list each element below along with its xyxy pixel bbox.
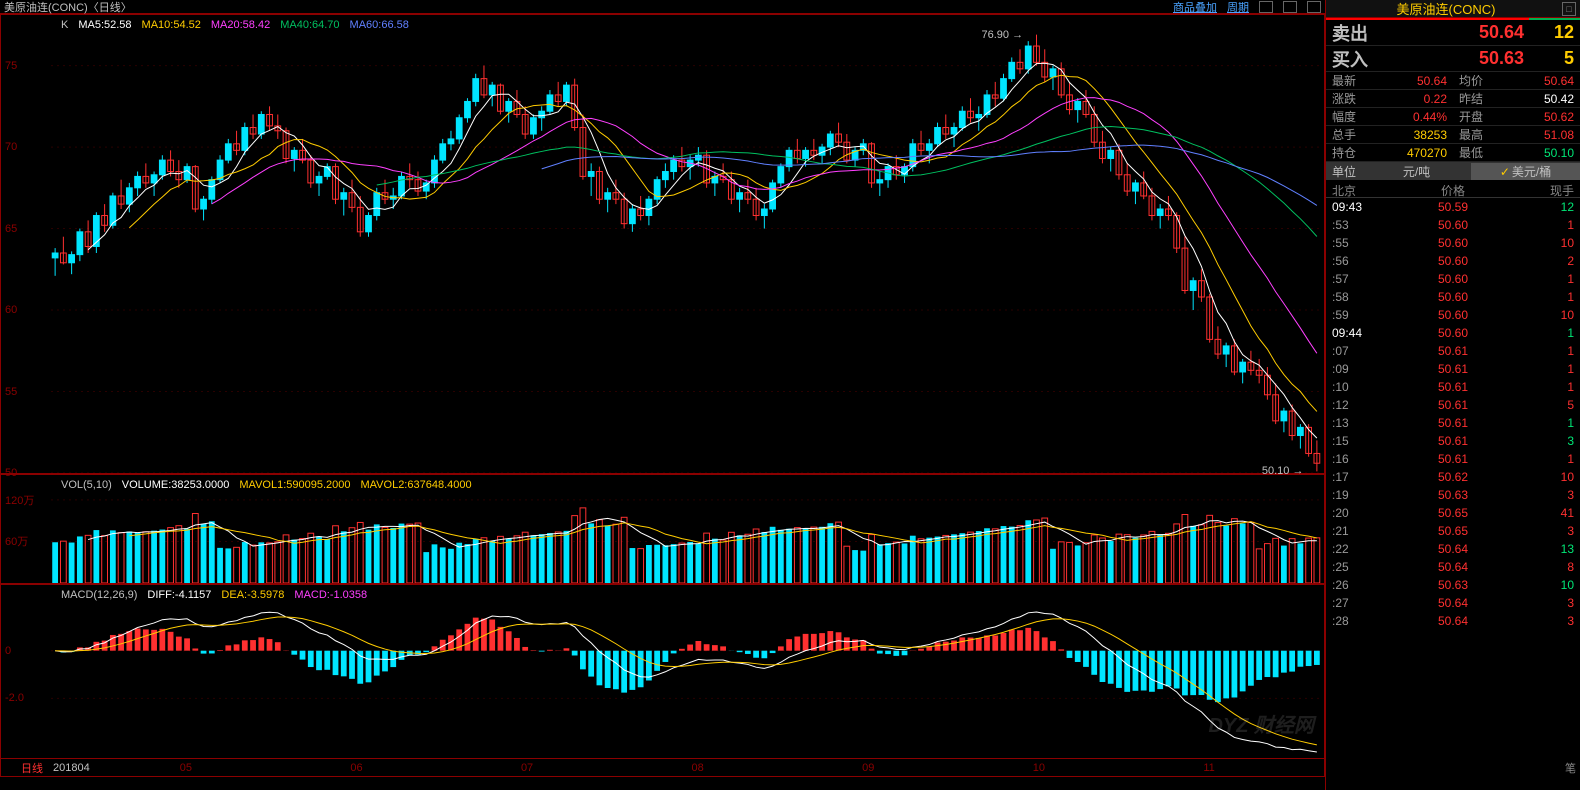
quote-cell: 均价50.64 [1453,72,1580,90]
legend-item: MA5:52.58 [78,19,131,31]
tick-row: :1550.613 [1326,432,1580,450]
tick-row: :5950.6010 [1326,306,1580,324]
sell-row: 卖出 50.64 12 [1326,20,1580,46]
toolbar-icon-2[interactable] [1283,1,1297,13]
tick-row: :2550.648 [1326,558,1580,576]
tick-row: :0750.611 [1326,342,1580,360]
quote-cell: 最低50.10 [1453,144,1580,162]
tick-row: :2150.653 [1326,522,1580,540]
volume-yaxis: 60万120万 [1,475,51,583]
unit-opt-usd[interactable]: ✓美元/桶 [1471,163,1580,180]
overlay-link[interactable]: 商品叠加 [1173,0,1217,15]
quote-cell: 最高51.08 [1453,126,1580,144]
legend-item: MA10:54.52 [142,19,201,31]
legend-item: MAVOL1:590095.2000 [239,479,350,491]
macd-legend: MACD(12,26,9) DIFF:-4.1157 DEA:-3.5978 MACD… [61,589,367,601]
tick-row: :5550.6010 [1326,234,1580,252]
unit-label: 单位 [1326,163,1362,180]
main-chart-area: 美原油连(CONC)〈日线〉 商品叠加 周期 K MA5:52.58 MA10:54… [0,0,1325,790]
legend-item: VOL(5,10) [61,479,112,491]
quote-cell: 幅度0.44% [1326,108,1453,126]
tick-row: :1350.611 [1326,414,1580,432]
volume-chart-panel[interactable]: VOL(5,10) VOLUME:38253.0000 MAVOL1:590095.… [0,474,1325,584]
quote-cell: 开盘50.62 [1453,108,1580,126]
buy-vol: 5 [1524,48,1574,69]
legend-item: MA40:64.70 [280,19,339,31]
tick-row: :5650.602 [1326,252,1580,270]
high-annotation: 76.90 → [981,29,1023,41]
macd-chart-panel[interactable]: MACD(12,26,9) DIFF:-4.1157 DEA:-3.5978 MACD… [0,584,1325,759]
legend-item: MACD(12,26,9) [61,589,137,601]
tick-row: :1950.633 [1326,486,1580,504]
sell-price: 50.64 [1368,22,1524,43]
tick-row: :2050.6541 [1326,504,1580,522]
xaxis-panel: 日线20180405060708091011 [0,759,1325,777]
buy-label: 买入 [1332,46,1368,72]
sell-vol: 12 [1524,22,1574,43]
tick-row: :2750.643 [1326,594,1580,612]
tick-col-price: 价格 [1413,182,1494,195]
tick-row: :5850.601 [1326,288,1580,306]
tick-row: :0950.611 [1326,360,1580,378]
tick-row: :5350.601 [1326,216,1580,234]
tick-col-time: 北京 [1332,182,1413,195]
tick-row: :2850.643 [1326,612,1580,630]
tick-row: :2250.6413 [1326,540,1580,558]
quote-cell: 昨结50.42 [1453,90,1580,108]
macd-chart-body [51,603,1320,756]
side-header: 美原油连(CONC) □ [1326,0,1580,18]
unit-row: 单位 元/吨 ✓美元/桶 [1326,162,1580,180]
price-yaxis: 505560657075 [1,15,51,473]
buy-row: 买入 50.63 5 [1326,46,1580,72]
period-link[interactable]: 周期 [1227,0,1249,15]
legend-item: DEA:-3.5978 [221,589,284,601]
legend-item: MA60:66.58 [350,19,409,31]
volume-chart-body [51,493,1320,581]
side-quote-panel: 美原油连(CONC) □ 卖出 50.64 12 买入 50.63 5 最新50… [1325,0,1580,790]
legend-item: K [61,19,68,31]
tick-list[interactable]: 09:4350.5912:5350.601:5550.6010:5650.602… [1326,198,1580,630]
toolbar-icon-1[interactable] [1259,1,1273,13]
tick-row: :5750.601 [1326,270,1580,288]
tick-header: 北京 价格 现手 [1326,180,1580,198]
toolbar-icon-3[interactable] [1307,1,1321,13]
tick-row: :1650.611 [1326,450,1580,468]
tick-row: :1250.615 [1326,396,1580,414]
unit-opt-cny[interactable]: 元/吨 [1362,163,1471,180]
legend-item: DIFF:-4.1157 [147,589,211,601]
footer-label: 笔 [1565,760,1576,776]
price-chart-body: 76.90 → 50.10 → [51,33,1320,471]
tick-row: :1050.611 [1326,378,1580,396]
quote-cell: 涨跌0.22 [1326,90,1453,108]
legend-item: MACD:-1.0358 [294,589,367,601]
legend-item: MAVOL2:637648.4000 [361,479,472,491]
tick-row: :1750.6210 [1326,468,1580,486]
tick-row: :2650.6310 [1326,576,1580,594]
tick-row: 09:4450.601 [1326,324,1580,342]
quote-cell: 持仓470270 [1326,144,1453,162]
buy-price: 50.63 [1368,48,1524,69]
sell-label: 卖出 [1332,20,1368,46]
quote-grid: 最新50.64均价50.64涨跌0.22昨结50.42幅度0.44%开盘50.6… [1326,72,1580,162]
price-chart-panel[interactable]: K MA5:52.58 MA10:54.52 MA20:58.42 MA40:64.70… [0,14,1325,474]
macd-yaxis: 0-2.0 [1,585,51,758]
volume-legend: VOL(5,10) VOLUME:38253.0000 MAVOL1:590095.… [61,479,472,491]
side-title: 美原油连(CONC) [1330,0,1562,18]
tick-row: 09:4350.5912 [1326,198,1580,216]
price-legend: K MA5:52.58 MA10:54.52 MA20:58.42 MA40:64.70… [61,19,409,31]
quote-cell: 总手38253 [1326,126,1453,144]
quote-cell: 最新50.64 [1326,72,1453,90]
legend-item: VOLUME:38253.0000 [122,479,230,491]
legend-item: MA20:58.42 [211,19,270,31]
chart-title: 美原油连(CONC)〈日线〉 [4,0,132,15]
tick-col-vol: 现手 [1493,182,1574,195]
top-bar: 美原油连(CONC)〈日线〉 商品叠加 周期 [0,0,1325,14]
side-close-icon[interactable]: □ [1562,2,1576,16]
